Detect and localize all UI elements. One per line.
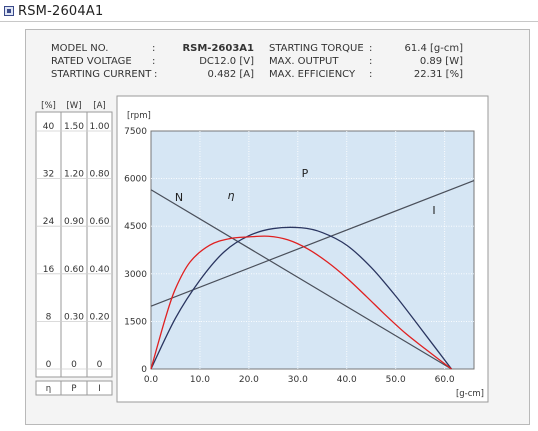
starting-torque-sep: : bbox=[369, 43, 373, 54]
plot-area bbox=[150, 130, 475, 370]
left-scale-header: [%] bbox=[41, 101, 56, 111]
rated-voltage-value: DC12.0 [V] bbox=[199, 56, 254, 67]
series-label-current: I bbox=[432, 204, 435, 217]
x-tick-label: 40.0 bbox=[337, 375, 357, 385]
series-line-output bbox=[150, 226, 453, 370]
series-line-current bbox=[150, 179, 475, 307]
left-scale-tick: 0.90 bbox=[64, 217, 84, 227]
y-tick-label: 6000 bbox=[124, 175, 147, 185]
series-label-speed: N bbox=[175, 191, 183, 204]
max-efficiency-value: 22.31 [%] bbox=[413, 69, 463, 80]
left-scale-tick: 1.50 bbox=[64, 122, 84, 132]
x-axis-label: [g-cm] bbox=[456, 389, 484, 399]
starting-current-value: 0.482 [A] bbox=[207, 69, 254, 80]
left-scale-tick: 0.80 bbox=[89, 170, 109, 180]
left-scale-tick: 0.60 bbox=[89, 217, 109, 227]
left-scale-tick: 40 bbox=[43, 122, 55, 132]
left-scale-tick: 0 bbox=[97, 360, 103, 370]
left-scale-footer-frame bbox=[35, 380, 113, 396]
series-label-output: P bbox=[302, 167, 309, 180]
left-scale-tick: 16 bbox=[43, 265, 55, 275]
y-tick-label: 3000 bbox=[124, 270, 147, 280]
page-title-text: RSM-2604A1 bbox=[18, 3, 104, 19]
left-scale-frame bbox=[35, 111, 113, 378]
y-tick-label: 0 bbox=[141, 365, 147, 375]
left-scale-tick: 0 bbox=[71, 360, 77, 370]
left-scale-tick: 1.20 bbox=[64, 170, 84, 180]
series-line-speed bbox=[150, 189, 452, 370]
model-no-value: RSM-2603A1 bbox=[182, 43, 254, 54]
left-scale-footer-label: I bbox=[98, 384, 101, 394]
left-scale-tick: 0.20 bbox=[89, 312, 109, 322]
left-scale-header: [A] bbox=[93, 101, 105, 111]
title-divider bbox=[0, 21, 538, 22]
series-line-efficiency bbox=[150, 235, 452, 370]
left-scale-tick: 0.40 bbox=[89, 265, 109, 275]
x-tick-label: 20.0 bbox=[239, 375, 259, 385]
x-tick-label: 30.0 bbox=[288, 375, 308, 385]
left-scale-tick: 24 bbox=[43, 217, 55, 227]
left-scale-tick: 0.60 bbox=[64, 265, 84, 275]
left-scale-tick: 32 bbox=[43, 170, 54, 180]
y-axis-label: [rpm] bbox=[127, 111, 151, 121]
left-scale-tick: 1.00 bbox=[89, 122, 109, 132]
left-scale-header: [W] bbox=[66, 101, 81, 111]
left-scale-tick: 0.30 bbox=[64, 312, 84, 322]
left-scale-tick: 0 bbox=[46, 360, 52, 370]
starting-current-sep: : bbox=[154, 69, 158, 80]
page-title: RSM-2604A1 bbox=[4, 3, 103, 19]
x-tick-label: 50.0 bbox=[386, 375, 406, 385]
y-tick-label: 4500 bbox=[124, 222, 147, 232]
max-efficiency-sep: : bbox=[369, 69, 373, 80]
left-scale-footer-label: η bbox=[46, 384, 51, 394]
x-tick-label: 10.0 bbox=[190, 375, 210, 385]
rated-voltage-sep: : bbox=[152, 56, 156, 67]
x-tick-label: 0.0 bbox=[144, 375, 159, 385]
max-output-sep: : bbox=[369, 56, 373, 67]
rated-voltage-label: RATED VOLTAGE bbox=[51, 56, 132, 67]
max-output-label: MAX. OUTPUT bbox=[269, 56, 339, 67]
model-no-label: MODEL NO. bbox=[51, 43, 109, 54]
starting-torque-label: STARTING TORQUE bbox=[269, 43, 364, 54]
max-efficiency-label: MAX. EFFICIENCY bbox=[269, 69, 356, 80]
left-scale-tick: 8 bbox=[46, 312, 52, 322]
model-no-sep: : bbox=[152, 43, 156, 54]
window-icon bbox=[4, 6, 14, 16]
max-output-value: 0.89 [W] bbox=[419, 56, 463, 67]
x-tick-label: 60.0 bbox=[435, 375, 455, 385]
starting-torque-value: 61.4 [g-cm] bbox=[404, 43, 463, 54]
left-scale-footer-label: P bbox=[71, 384, 76, 394]
series-label-efficiency: η bbox=[228, 189, 235, 202]
starting-current-label: STARTING CURRENT bbox=[51, 69, 152, 80]
y-tick-label: 1500 bbox=[124, 317, 147, 327]
y-tick-label: 7500 bbox=[124, 127, 147, 137]
